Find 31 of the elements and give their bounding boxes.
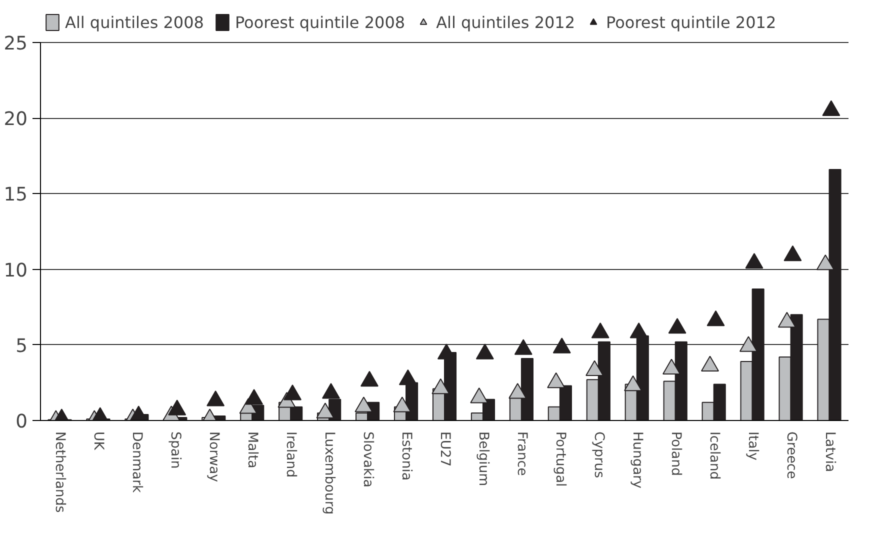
x-tick-label: Latvia (822, 432, 837, 472)
x-tick-label: Luxembourg (322, 432, 337, 515)
legend-label: Poorest quintile 2008 (234, 12, 406, 32)
x-tick-label: Slovakia (360, 432, 376, 488)
legend-label: Poorest quintile 2012 (606, 12, 776, 32)
x-tick-label: Denmark (129, 432, 144, 494)
x-tick-label: Spain (168, 432, 183, 469)
y-tick-label: 0 (16, 412, 28, 432)
legend-label: All quintiles 2008 (65, 12, 204, 32)
x-tick-label: Iceland (706, 432, 722, 480)
y-tick-label: 20 (4, 109, 28, 130)
x-tick-label: Netherlands (52, 432, 68, 513)
y-tick-label: 15 (4, 184, 28, 206)
x-tick-label: Ireland (283, 432, 298, 478)
x-tick-label: Malta (244, 432, 260, 468)
x-tick-label: Norway (206, 432, 222, 482)
x-tick-label: Poland (668, 432, 683, 476)
x-tick-label: Estonia (398, 432, 414, 481)
y-tick-label: 10 (4, 260, 28, 282)
x-tick-label: Greece (783, 432, 798, 479)
y-tick-label: 5 (16, 336, 28, 357)
x-tick-label: Portugal (552, 432, 568, 487)
legend-label: All quintiles 2012 (436, 12, 576, 32)
x-tick-label: Hungary (629, 432, 644, 489)
x-tick-label: Italy (744, 432, 760, 461)
x-tick-label: France (514, 432, 529, 476)
x-tick-label: Belgium (475, 432, 490, 486)
x-tick-label: Cyprus (590, 432, 606, 478)
x-tick-label: UK (90, 432, 106, 452)
y-tick-label: 25 (4, 34, 28, 55)
x-tick-label: EU27 (437, 432, 452, 467)
